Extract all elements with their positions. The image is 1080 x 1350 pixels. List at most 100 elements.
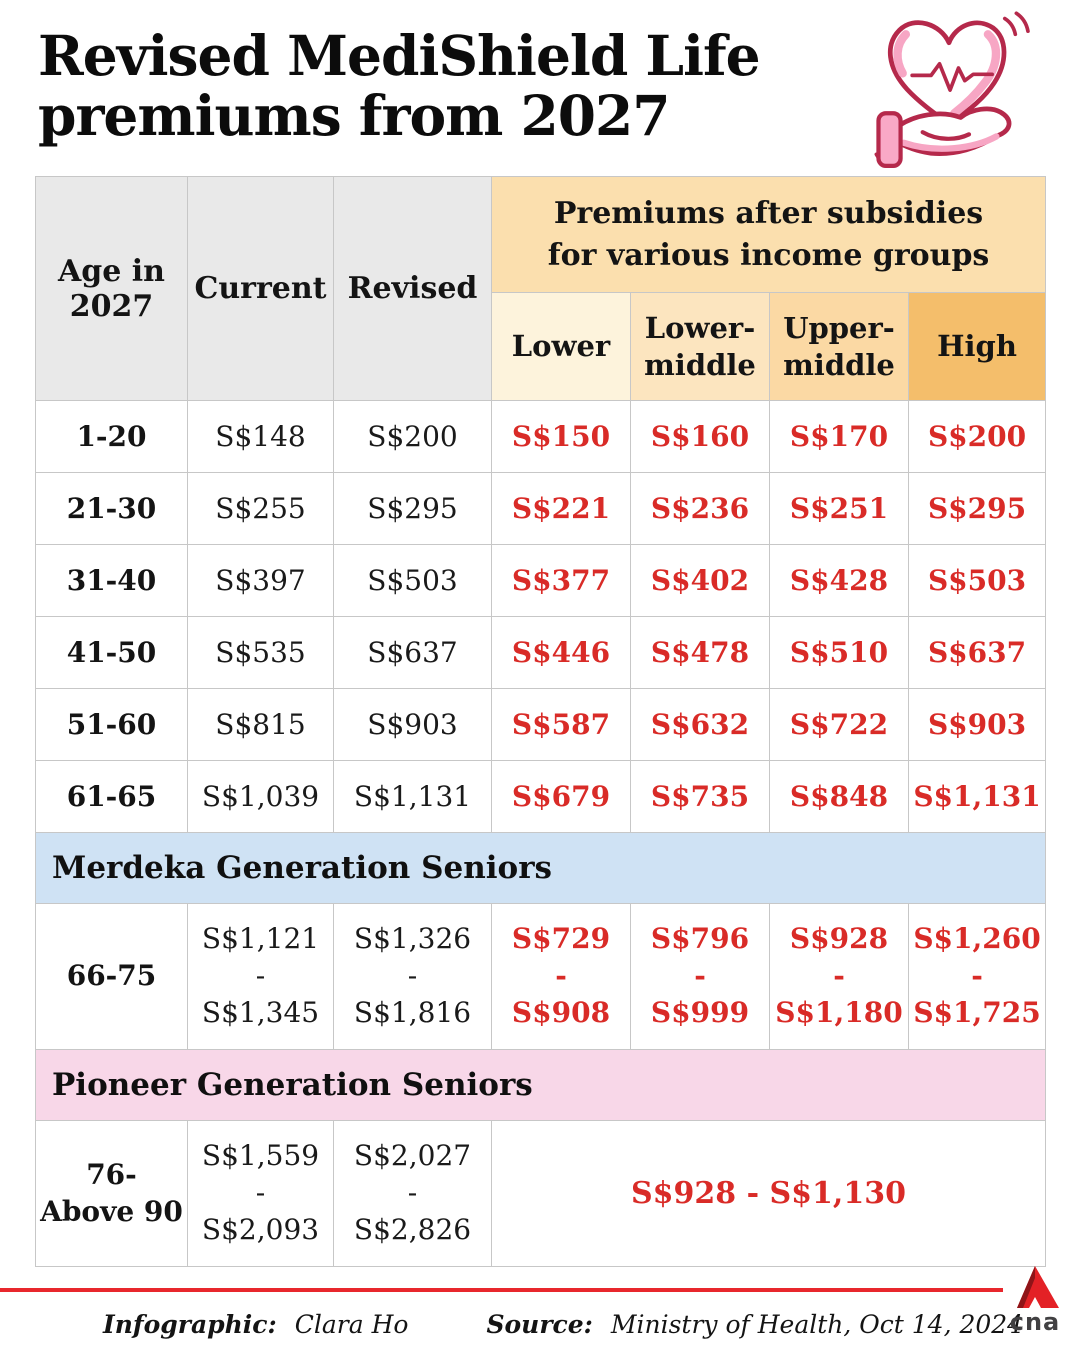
range-high: S$1,345 — [201, 995, 320, 1029]
premium-high-cell: S$200 — [907, 400, 1047, 473]
page-header: Revised MediShield Life premiums from 20… — [0, 0, 1080, 172]
page-title: Revised MediShield Life premiums from 20… — [38, 26, 1042, 146]
premium-high-cell: S$637 — [907, 616, 1047, 689]
revised-cell: S$1,326 - S$1,816 — [333, 903, 492, 1050]
current-cell: S$815 — [187, 688, 334, 761]
table-band-pioneer: Pioneer Generation Seniors — [34, 1049, 1047, 1121]
footer-rule — [0, 1288, 1003, 1292]
current-cell: S$1,039 — [187, 760, 334, 833]
age-line2: Above 90 — [40, 1194, 183, 1228]
page-footer: Infographic: Clara Ho Source: Ministry o… — [0, 1266, 1080, 1339]
col-header-high: High — [907, 292, 1047, 401]
col-header-lower-middle: Lower-middle — [630, 292, 770, 401]
infographic-label: Infographic: — [103, 1310, 277, 1339]
premium-high-cell: S$295 — [907, 472, 1047, 545]
range-low: S$729 — [511, 922, 611, 956]
col-header-revised: Revised — [333, 176, 492, 401]
range-low: S$1,121 — [201, 922, 320, 956]
range-dash: - — [694, 959, 706, 993]
col-header-age: Age in 2027 — [35, 176, 188, 401]
premium-high-cell: S$1,131 — [907, 760, 1047, 833]
age-cell: 1-20 — [35, 400, 188, 473]
premium-upper-middle-cell: S$170 — [769, 400, 909, 473]
current-cell: S$1,121 - S$1,345 — [187, 903, 334, 1050]
page-title-line1: Revised MediShield Life — [38, 23, 761, 88]
pioneer-band-label: Pioneer Generation Seniors — [34, 1049, 1047, 1121]
age-line1: 76- — [86, 1157, 137, 1191]
range-low: S$1,326 — [353, 922, 472, 956]
premium-lower-middle-cell: S$402 — [630, 544, 770, 617]
revised-cell: S$503 — [333, 544, 492, 617]
range-high: S$2,826 — [353, 1212, 472, 1246]
premium-lower-cell: S$377 — [491, 544, 631, 617]
revised-cell: S$903 — [333, 688, 492, 761]
table-row-age-61-65: 61-65 S$1,039 S$1,131 S$679 S$735 S$848 … — [35, 760, 1047, 833]
cna-logo: cna — [1006, 1264, 1064, 1334]
premium-lower-cell: S$221 — [491, 472, 631, 545]
premium-upper-middle-cell: S$928 - S$1,180 — [769, 903, 909, 1050]
col-header-premium-group: Premiums after subsidies for various inc… — [490, 176, 1047, 293]
range-dash: - — [971, 959, 983, 993]
table-row-age-21-30: 21-30 S$255 S$295 S$221 S$236 S$251 S$29… — [35, 472, 1047, 545]
premium-upper-middle-cell: S$428 — [769, 544, 909, 617]
premium-lower-middle-cell: S$160 — [630, 400, 770, 473]
table-row-age-1-20: 1-20 S$148 S$200 S$150 S$160 S$170 S$200 — [35, 400, 1047, 473]
table-band-merdeka: Merdeka Generation Seniors — [34, 832, 1047, 904]
range-high: S$908 — [511, 995, 611, 1029]
premium-upper-middle-cell: S$722 — [769, 688, 909, 761]
range-high: S$1,180 — [775, 995, 903, 1029]
page-title-line2: premiums from 2027 — [38, 82, 671, 148]
current-cell: S$148 — [187, 400, 334, 473]
premium-high-cell: S$903 — [907, 688, 1047, 761]
range-high: S$1,725 — [913, 995, 1041, 1029]
col-header-upper-middle: Upper-middle — [769, 292, 909, 401]
current-cell: S$1,559 - S$2,093 — [187, 1120, 334, 1267]
merdeka-band-label: Merdeka Generation Seniors — [34, 832, 1047, 904]
premium-merged-range-cell: S$928 - S$1,130 — [490, 1120, 1047, 1267]
premium-upper-middle-cell: S$510 — [769, 616, 909, 689]
range-high: S$1,816 — [353, 995, 472, 1029]
range-dash: - — [255, 959, 266, 993]
table-row-age-51-60: 51-60 S$815 S$903 S$587 S$632 S$722 S$90… — [35, 688, 1047, 761]
premiums-table: Age in 2027 Current Revised Premiums aft… — [34, 176, 1047, 1267]
range-dash: - — [407, 959, 418, 993]
table-row-age-31-40: 31-40 S$397 S$503 S$377 S$402 S$428 S$50… — [35, 544, 1047, 617]
range-high: S$2,093 — [201, 1212, 320, 1246]
source-value: Ministry of Health, Oct 14, 2024 — [610, 1310, 1024, 1339]
age-cell: 31-40 — [35, 544, 188, 617]
revised-cell: S$1,131 — [333, 760, 492, 833]
age-cell: 41-50 — [35, 616, 188, 689]
premium-high-cell: S$1,260 - S$1,725 — [907, 903, 1047, 1050]
col-header-current: Current — [187, 176, 334, 401]
premium-upper-middle-cell: S$848 — [769, 760, 909, 833]
revised-cell: S$200 — [333, 400, 492, 473]
range-dash: - — [407, 1176, 418, 1210]
range-low: S$796 — [650, 922, 750, 956]
range-low: S$1,559 — [201, 1139, 320, 1173]
age-cell: 76- Above 90 — [35, 1120, 188, 1267]
age-cell: 66-75 — [35, 903, 188, 1050]
premium-lower-middle-cell: S$632 — [630, 688, 770, 761]
premium-lower-middle-cell: S$796 - S$999 — [630, 903, 770, 1050]
age-cell: 51-60 — [35, 688, 188, 761]
premium-lower-middle-cell: S$236 — [630, 472, 770, 545]
premium-lower-middle-cell: S$735 — [630, 760, 770, 833]
col-header-lower: Lower — [491, 292, 631, 401]
range-low: S$1,260 — [913, 922, 1041, 956]
premium-lower-cell: S$587 — [491, 688, 631, 761]
table-row-age-41-50: 41-50 S$535 S$637 S$446 S$478 S$510 S$63… — [35, 616, 1047, 689]
premium-lower-cell: S$729 - S$908 — [491, 903, 631, 1050]
table-row-age-76-above-90: 76- Above 90 S$1,559 - S$2,093 S$2,027 -… — [35, 1120, 1047, 1267]
footer-credits: Infographic: Clara Ho Source: Ministry o… — [103, 1310, 1080, 1339]
range-low: S$928 — [789, 922, 889, 956]
revised-cell: S$295 — [333, 472, 492, 545]
premium-lower-cell: S$150 — [491, 400, 631, 473]
premium-lower-cell: S$679 — [491, 760, 631, 833]
range-dash: - — [555, 959, 567, 993]
range-high: S$999 — [650, 995, 750, 1029]
range-dash: - — [255, 1176, 266, 1210]
range-dash: - — [833, 959, 845, 993]
infographic-value: Clara Ho — [294, 1310, 409, 1339]
premium-upper-middle-cell: S$251 — [769, 472, 909, 545]
premium-high-cell: S$503 — [907, 544, 1047, 617]
